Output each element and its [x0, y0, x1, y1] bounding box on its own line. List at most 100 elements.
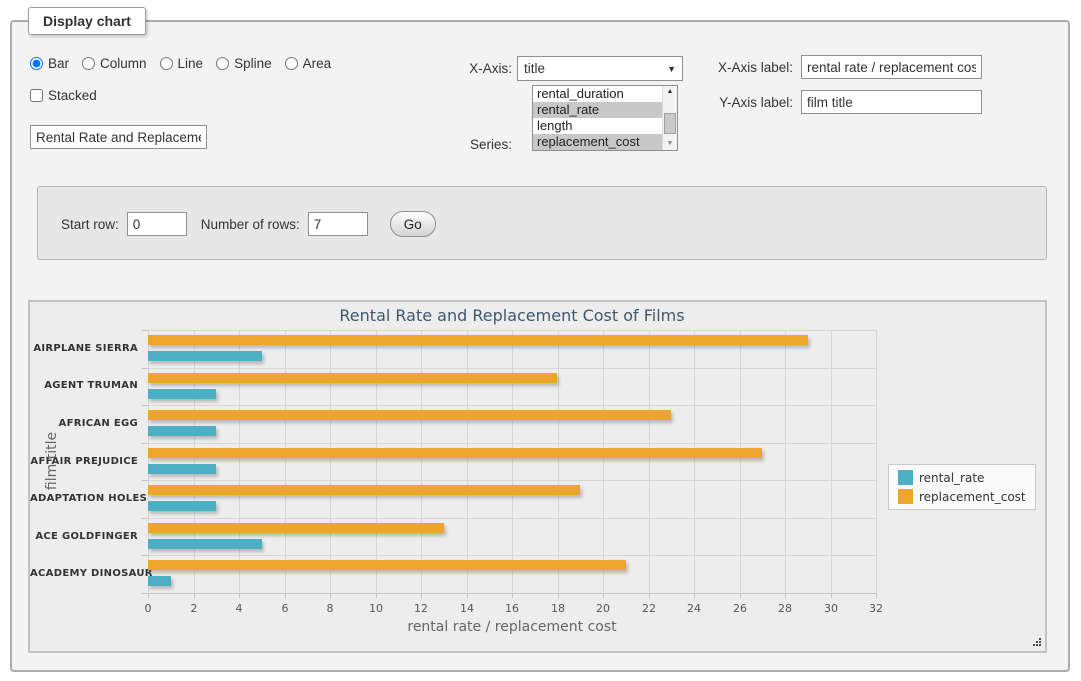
stacked-checkbox[interactable]: [30, 89, 43, 102]
legend-swatch-rental_rate: [898, 470, 913, 485]
bar-replacement_cost[interactable]: [148, 410, 671, 420]
grid-line-vertical: [649, 330, 650, 593]
y-axis-title: film title: [44, 431, 60, 491]
x-tick-label: 2: [190, 602, 198, 615]
series-option-rental_rate[interactable]: rental_rate: [533, 102, 677, 118]
series-option-rental_duration[interactable]: rental_duration: [537, 86, 624, 101]
chart-type-radio-spline[interactable]: [216, 57, 230, 70]
resize-grip-icon[interactable]: [1031, 637, 1042, 648]
grid-line-vertical: [148, 330, 149, 593]
bar-replacement_cost[interactable]: [148, 560, 626, 570]
x-tick-label: 32: [869, 602, 883, 615]
x-axis-tick: [558, 593, 559, 598]
legend-swatch-replacement_cost: [898, 489, 913, 504]
y-axis-tick: [142, 555, 148, 556]
bar-replacement_cost[interactable]: [148, 373, 557, 383]
x-tick-label: 16: [505, 602, 519, 615]
y-axis-label-input[interactable]: [801, 90, 982, 114]
chart-type-radio-group: Bar Column Line Spline Area: [30, 56, 331, 71]
series-listbox[interactable]: rental_duration rental_rate length replacem…: [532, 85, 678, 151]
legend-item-replacement_cost[interactable]: replacement_cost: [898, 489, 1026, 504]
scroll-up-arrow-icon[interactable]: ▲: [666, 88, 674, 95]
grid-line-horizontal: [148, 518, 876, 519]
legend-label-replacement_cost: replacement_cost: [919, 489, 1026, 504]
x-tick-label: 26: [733, 602, 747, 615]
bar-replacement_cost[interactable]: [148, 448, 762, 458]
grid-line-vertical: [603, 330, 604, 593]
stacked-row: Stacked: [30, 88, 97, 103]
chart-type-option-column[interactable]: Column: [82, 56, 147, 71]
bar-rental_rate[interactable]: [148, 351, 262, 361]
x-axis-line: [148, 593, 876, 594]
chart-type-label-spline: Spline: [234, 56, 272, 71]
grid-line-vertical: [421, 330, 422, 593]
num-rows-input[interactable]: [307, 212, 368, 236]
bar-rental_rate[interactable]: [148, 389, 216, 399]
y-axis-tick: [142, 330, 148, 331]
x-tick-label: 6: [281, 602, 289, 615]
bar-replacement_cost[interactable]: [148, 485, 580, 495]
x-tick-label: 14: [460, 602, 474, 615]
x-axis-tick: [194, 593, 195, 598]
series-options: rental_duration rental_rate length replacem…: [533, 86, 677, 150]
stacked-label: Stacked: [48, 88, 97, 103]
row-controls: Start row: Number of rows: Go: [61, 211, 436, 237]
chart-type-option-area[interactable]: Area: [284, 56, 331, 71]
chart-type-radio-bar[interactable]: [30, 57, 43, 70]
bar-rental_rate[interactable]: [148, 464, 216, 474]
x-axis-tick: [694, 593, 695, 598]
x-axis-title: rental rate / replacement cost: [407, 619, 617, 635]
x-axis-tick: [512, 593, 513, 598]
x-axis-tick: [376, 593, 377, 598]
chart-type-option-bar[interactable]: Bar: [30, 56, 69, 71]
grid-line-horizontal: [148, 555, 876, 556]
grid-line-horizontal: [148, 480, 876, 481]
x-axis-tick: [421, 593, 422, 598]
x-axis-tick: [467, 593, 468, 598]
bar-replacement_cost[interactable]: [148, 335, 808, 345]
x-axis-label-input[interactable]: [801, 55, 982, 79]
num-rows-label: Number of rows:: [200, 216, 300, 232]
x-axis-tick: [285, 593, 286, 598]
x-tick-label: 30: [824, 602, 838, 615]
chart-title-input[interactable]: [30, 125, 207, 149]
series-option-length[interactable]: length: [537, 118, 573, 133]
x-axis-select-label: X-Axis:: [469, 61, 512, 76]
x-tick-label: 8: [326, 602, 334, 615]
chart-type-radio-area[interactable]: [284, 57, 298, 70]
legend-item-rental_rate[interactable]: rental_rate: [898, 470, 1026, 485]
grid-line-vertical: [285, 330, 286, 593]
category-label: AIRPLANE SIERRA: [33, 343, 138, 354]
scroll-thumb[interactable]: [664, 113, 676, 134]
bar-replacement_cost[interactable]: [148, 523, 444, 533]
go-button[interactable]: Go: [389, 211, 436, 237]
listbox-scrollbar[interactable]: ▲ ▼: [662, 86, 677, 150]
grid-line-vertical: [558, 330, 559, 593]
x-axis-select[interactable]: title ▼: [517, 56, 683, 81]
chart-type-option-line[interactable]: Line: [159, 56, 203, 71]
x-tick-label: 12: [414, 602, 428, 615]
grid-line-vertical: [694, 330, 695, 593]
chart-title: Rental Rate and Replacement Cost of Film…: [339, 306, 685, 325]
bar-rental_rate[interactable]: [148, 501, 216, 511]
grid-line-vertical: [512, 330, 513, 593]
bar-rental_rate[interactable]: [148, 576, 171, 586]
bar-rental_rate[interactable]: [148, 539, 262, 549]
chart-type-option-spline[interactable]: Spline: [216, 56, 272, 71]
y-axis-tick: [142, 405, 148, 406]
chart-type-radio-line[interactable]: [159, 57, 173, 70]
stacked-option[interactable]: Stacked: [30, 88, 97, 103]
grid-line-vertical: [194, 330, 195, 593]
select-dropdown-arrow-icon: ▼: [667, 63, 676, 74]
grid-line-vertical: [740, 330, 741, 593]
start-row-input[interactable]: [126, 212, 187, 236]
panel-legend-title: Display chart: [28, 7, 146, 35]
category-label: ACADEMY DINOSAUR: [30, 568, 153, 579]
chart-type-radio-column[interactable]: [82, 57, 96, 70]
bar-rental_rate[interactable]: [148, 426, 216, 436]
x-axis-selected-value: title: [524, 61, 546, 76]
scroll-down-arrow-icon[interactable]: ▼: [666, 140, 674, 147]
series-option-replacement_cost[interactable]: replacement_cost: [533, 134, 677, 150]
x-tick-label: 20: [596, 602, 610, 615]
